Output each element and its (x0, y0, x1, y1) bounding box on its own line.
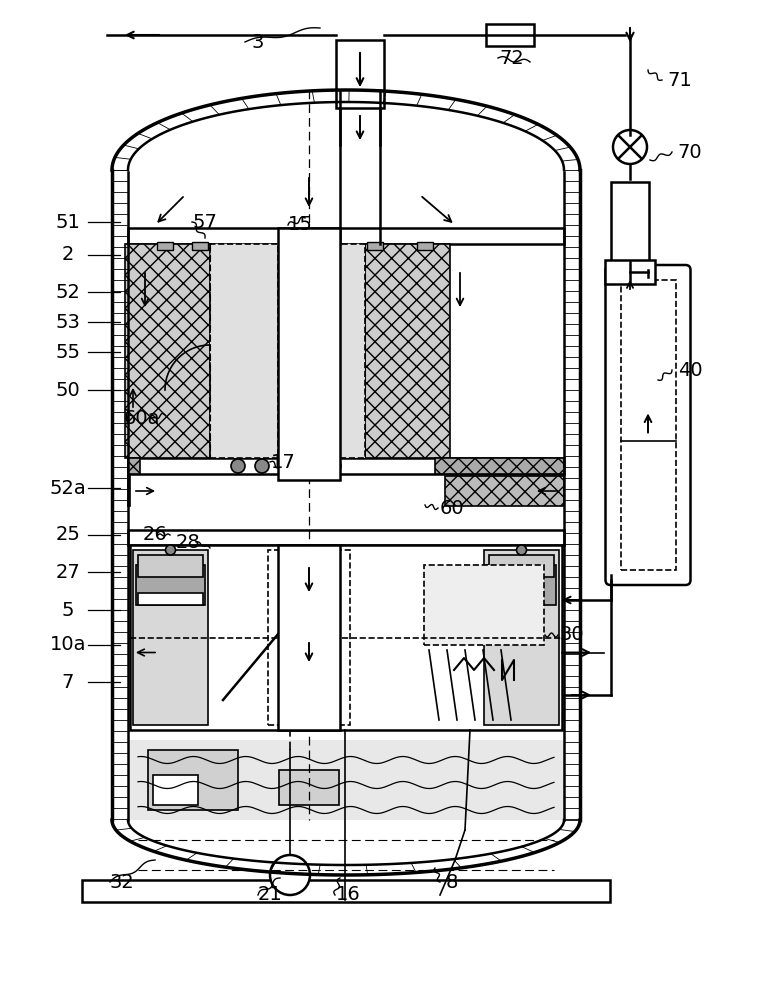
Bar (489, 555, 554, 577)
Bar (133, 550, 208, 725)
Bar (192, 242, 208, 250)
Bar (130, 545, 562, 730)
Bar (445, 476, 564, 506)
Text: 51: 51 (56, 213, 81, 232)
Circle shape (166, 545, 175, 555)
Text: 7: 7 (62, 672, 74, 692)
Bar (153, 775, 198, 805)
Text: 15: 15 (288, 216, 313, 234)
Bar (435, 458, 564, 474)
Bar (138, 555, 203, 577)
Bar (605, 260, 655, 284)
Bar (611, 182, 649, 262)
Text: 55: 55 (56, 342, 81, 361)
Text: 72: 72 (500, 48, 525, 68)
Bar (278, 545, 340, 730)
Circle shape (613, 130, 647, 164)
Bar (487, 565, 556, 605)
Text: 50: 50 (56, 380, 81, 399)
Bar (336, 40, 384, 108)
Text: 21: 21 (257, 886, 282, 904)
Text: 52a: 52a (49, 479, 86, 497)
Text: 52: 52 (56, 282, 81, 302)
Text: 25: 25 (56, 526, 81, 544)
Text: 70: 70 (678, 142, 702, 161)
Bar (210, 244, 278, 458)
Circle shape (231, 459, 245, 473)
Bar (128, 476, 130, 506)
Bar (620, 280, 676, 570)
Circle shape (516, 545, 526, 555)
Bar (82, 880, 610, 902)
Text: 28: 28 (176, 532, 200, 552)
Bar (278, 228, 340, 480)
Text: 60a: 60a (124, 408, 160, 428)
Circle shape (327, 459, 341, 473)
Text: 60: 60 (439, 498, 465, 518)
Bar (136, 565, 205, 605)
Text: 8: 8 (446, 872, 458, 892)
Text: 3: 3 (252, 32, 264, 51)
Bar (148, 750, 238, 810)
Bar (128, 740, 564, 820)
Text: 26: 26 (142, 526, 167, 544)
Bar (128, 458, 564, 474)
Text: 40: 40 (678, 360, 702, 379)
Text: 17: 17 (271, 452, 296, 472)
Bar (157, 242, 173, 250)
Text: 16: 16 (335, 886, 361, 904)
Text: 53: 53 (56, 312, 81, 332)
Bar (268, 550, 350, 725)
Text: 10a: 10a (50, 636, 86, 654)
Bar (125, 244, 210, 458)
Bar (486, 24, 534, 46)
Bar (279, 770, 339, 805)
Bar (424, 565, 544, 645)
Bar (128, 530, 564, 545)
Bar (138, 593, 203, 605)
Text: 57: 57 (192, 213, 217, 232)
Text: 32: 32 (109, 872, 135, 892)
Bar (128, 228, 564, 244)
Text: 2: 2 (62, 245, 74, 264)
FancyBboxPatch shape (605, 265, 691, 585)
Text: 27: 27 (56, 562, 81, 582)
Bar (365, 244, 450, 458)
Bar (128, 458, 140, 474)
Circle shape (303, 459, 317, 473)
Text: 5: 5 (62, 600, 74, 619)
Bar (367, 242, 383, 250)
Bar (417, 242, 433, 250)
Bar (340, 244, 365, 458)
Circle shape (255, 459, 269, 473)
Text: 30: 30 (560, 626, 584, 645)
Circle shape (270, 855, 310, 895)
Text: 71: 71 (668, 70, 692, 90)
Bar (484, 550, 559, 725)
